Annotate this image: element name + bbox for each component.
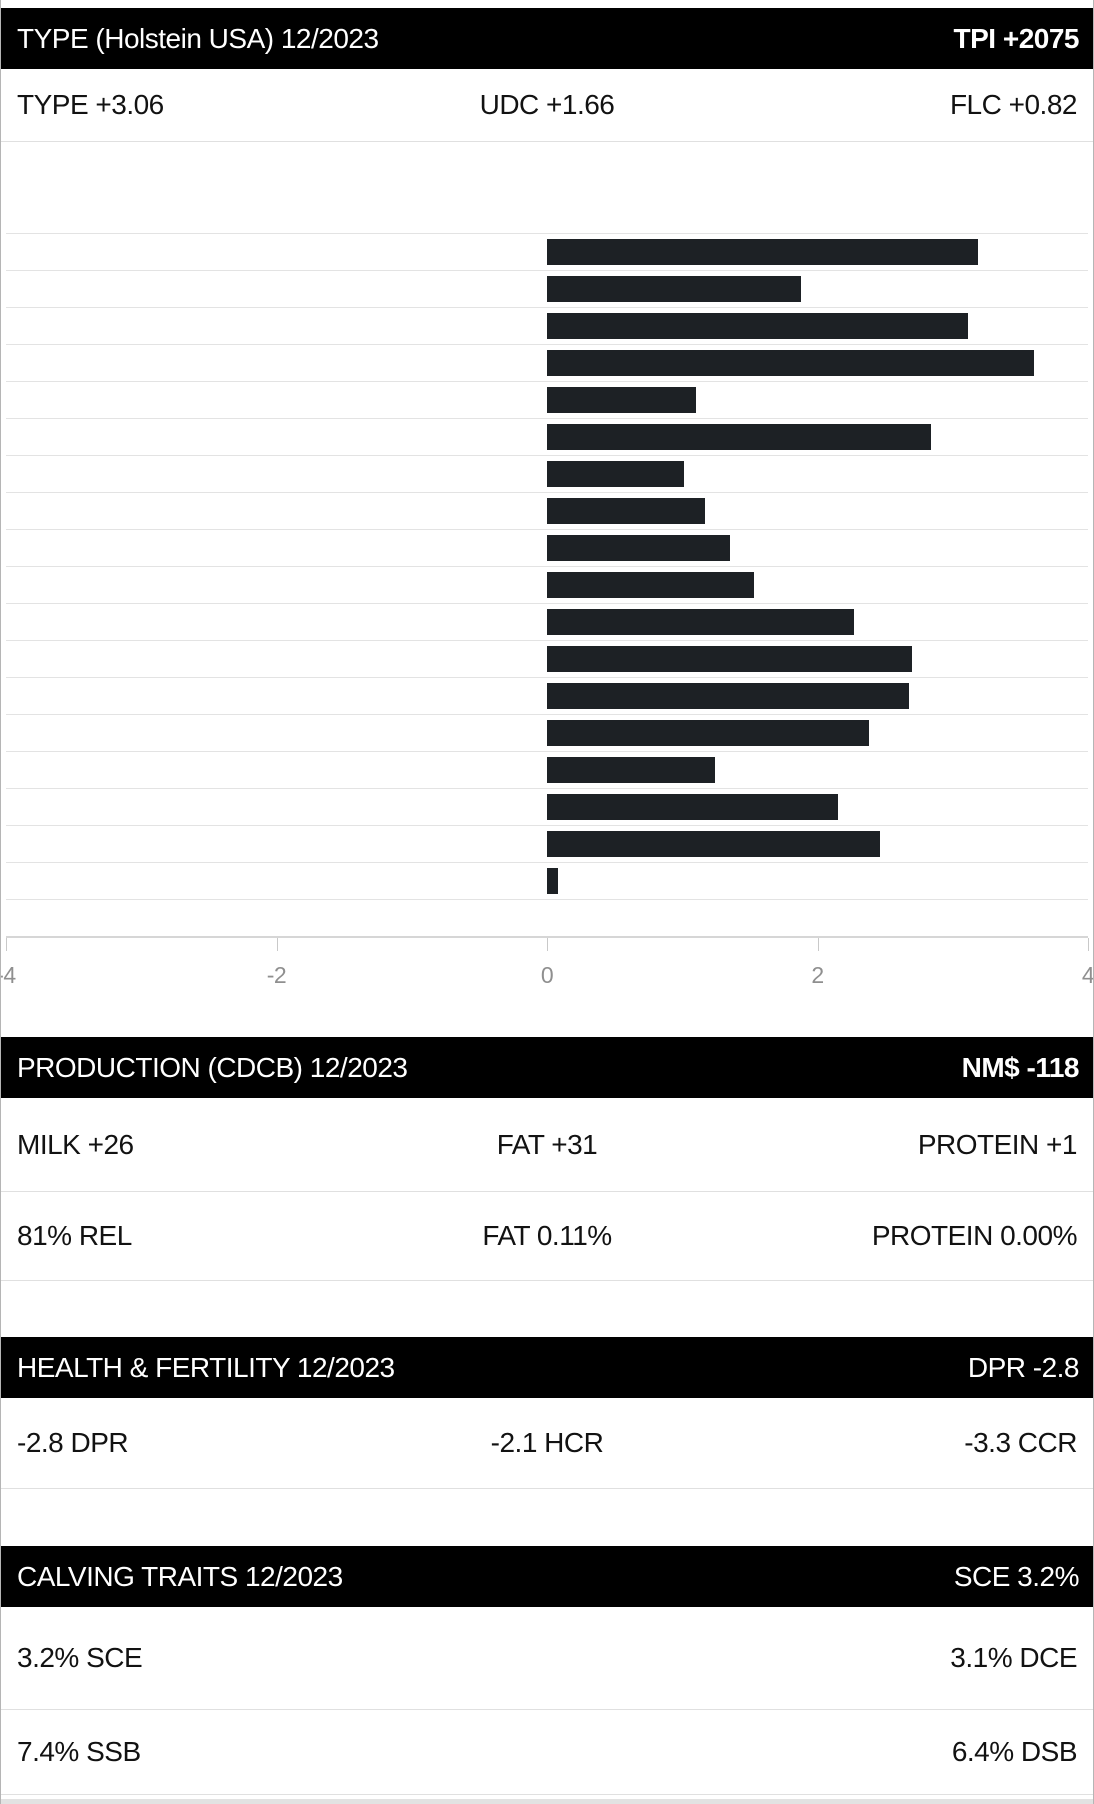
chart-bar [547,498,706,524]
milk-value: MILK +26 [17,1128,134,1160]
axis-tick [276,938,278,951]
chart-row [6,455,1088,492]
chart-row [6,492,1088,529]
axis-tick [817,938,819,951]
chart-bar [547,609,855,635]
axis-tick [6,938,7,951]
sce-value: 3.2% SCE [17,1642,143,1673]
chart-row [6,640,1088,677]
stillbirth-row: 7.4% SSB 6.4% DSB [1,1710,1093,1795]
chart-row [6,566,1088,603]
chart-plot-area [6,233,1088,938]
chart-bar [547,683,910,709]
chart-row [6,714,1088,751]
chart-row [6,899,1088,936]
section-gap [1,1489,1093,1546]
dpr-header-value: DPR -2.8 [967,1351,1080,1383]
dsb-value: 6.4% DSB [951,1736,1078,1767]
axis-tick-label: 0 [540,962,554,988]
chart-bar [547,720,869,746]
chart-row [6,862,1088,899]
chart-bar [547,646,913,672]
hcr-value: -2.1 HCR [490,1427,604,1458]
type-section-title: TYPE (Holstein USA) 12/2023 [17,22,379,54]
production-values-row: MILK +26 FAT +31 PROTEIN +1 [1,1098,1093,1192]
chart-row [6,603,1088,640]
chart-bar [547,387,696,413]
chart-row [6,270,1088,307]
chart-row [6,529,1088,566]
chart-bar [547,572,754,598]
reliability-value: 81% REL [17,1220,132,1251]
bottom-cut-off-strip [1,1795,1093,1804]
health-section-title: HEALTH & FERTILITY 12/2023 [17,1351,395,1383]
calving-section-header: CALVING TRAITS 12/2023 SCE 3.2% [1,1546,1093,1607]
chart-row [6,233,1088,270]
chart-row [6,307,1088,344]
section-gap [1,1281,1093,1337]
production-section-title: PRODUCTION (CDCB) 12/2023 [17,1051,408,1083]
nm-value: NM$ -118 [961,1051,1080,1083]
production-section-header: PRODUCTION (CDCB) 12/2023 NM$ -118 [1,1037,1093,1098]
axis-tick-label: 2 [811,962,824,988]
chart-bar [547,461,684,487]
chart-bar [547,276,802,302]
linear-traits-bar-chart: -4 -2 0 2 4 [1,233,1093,1037]
chart-bar [547,831,880,857]
chart-bar [547,868,558,894]
chart-x-axis: -4 -2 0 2 4 [1,938,1093,1037]
chart-row [6,788,1088,825]
ssb-value: 7.4% SSB [17,1736,141,1767]
chart-row [6,381,1088,418]
axis-tick-label: -4 [1,962,16,988]
chart-bar [547,757,715,783]
production-percent-row: 81% REL FAT 0.11% PROTEIN 0.00% [1,1192,1093,1281]
chart-bar [547,350,1034,376]
axis-tick-label: -2 [266,962,287,988]
chart-bar [547,424,932,450]
health-section-header: HEALTH & FERTILITY 12/2023 DPR -2.8 [1,1337,1093,1398]
fat-value: FAT +31 [496,1128,598,1160]
sce-header-value: SCE 3.2% [953,1560,1080,1592]
ccr-value: -3.3 CCR [964,1427,1077,1458]
chart-row [6,418,1088,455]
dce-value: 3.1% DCE [950,1642,1077,1673]
type-section-header: TYPE (Holstein USA) 12/2023 TPI +2075 [1,8,1093,69]
type-composite-value: TYPE +3.06 [17,89,164,120]
chart-row [6,677,1088,714]
protein-percent-value: PROTEIN 0.00% [871,1220,1078,1251]
dpr-value: -2.8 DPR [17,1427,129,1458]
axis-tick [547,938,548,951]
type-composites-row: TYPE +3.06 UDC +1.66 FLC +0.82 [1,69,1093,142]
axis-tick-label: 4 [1081,962,1094,988]
chart-bar [547,239,979,265]
chart-bar [547,535,730,561]
chart-row [6,751,1088,788]
fat-percent-value: FAT 0.11% [482,1220,612,1251]
protein-value: PROTEIN +1 [917,1128,1078,1160]
calving-ease-row: 3.2% SCE 3.1% DCE [1,1607,1093,1710]
udc-composite-value: UDC +1.66 [479,89,615,120]
health-values-row: -2.8 DPR -2.1 HCR -3.3 CCR [1,1398,1093,1489]
axis-tick [1088,938,1089,951]
chart-bar [547,313,968,339]
chart-row [6,825,1088,862]
chart-top-gap [1,142,1093,233]
flc-composite-value: FLC +0.82 [949,89,1078,120]
top-margin [1,0,1093,8]
chart-bar [547,794,838,820]
calving-section-title: CALVING TRAITS 12/2023 [17,1560,343,1592]
chart-row [6,344,1088,381]
tpi-value: TPI +2075 [953,22,1080,54]
